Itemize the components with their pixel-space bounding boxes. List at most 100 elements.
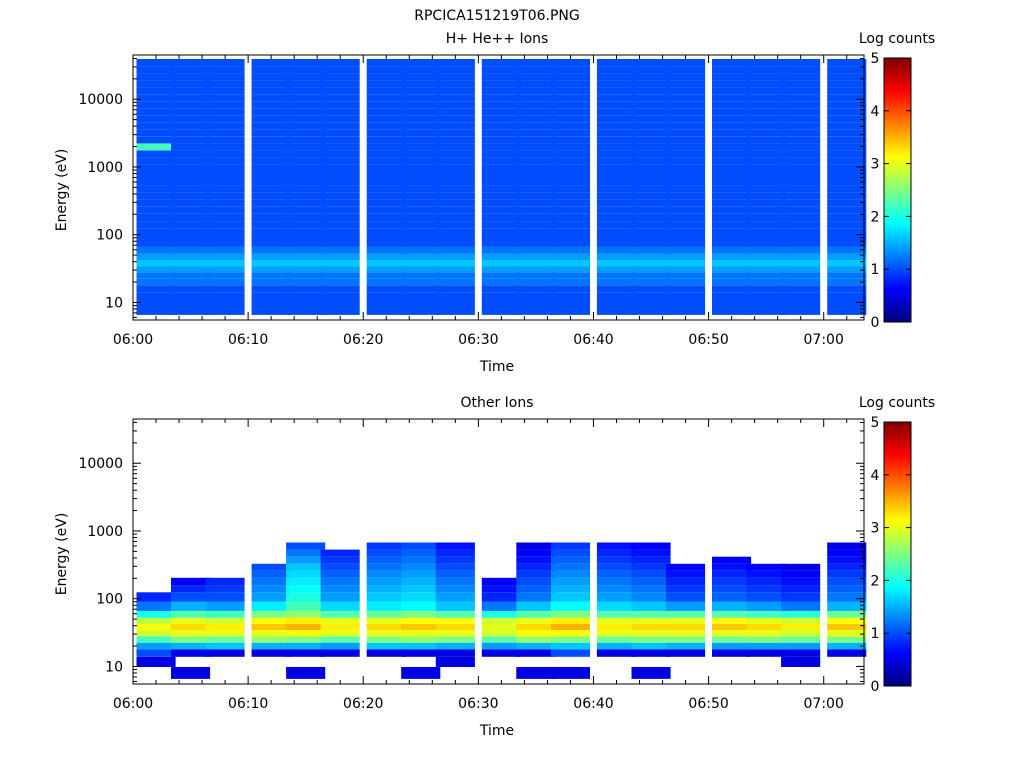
heatmap-cell bbox=[781, 73, 821, 81]
x-axis-label: Time bbox=[479, 723, 514, 739]
heatmap-cell bbox=[481, 246, 521, 254]
heatmap-cell bbox=[401, 178, 441, 186]
heatmap-cell bbox=[481, 642, 521, 650]
heatmap-cell bbox=[666, 66, 706, 74]
heatmap-cell bbox=[481, 136, 521, 144]
heatmap-cell bbox=[712, 192, 752, 200]
heatmap-cell bbox=[251, 164, 291, 172]
heatmap-cell bbox=[401, 601, 441, 611]
heatmap-cell bbox=[631, 237, 671, 247]
heatmap-cell bbox=[286, 266, 326, 273]
heatmap-cell bbox=[746, 59, 786, 66]
heatmap-cell bbox=[286, 592, 326, 602]
heatmap-cell bbox=[596, 266, 636, 273]
heatmap-cell bbox=[712, 101, 752, 109]
heatmap-cell bbox=[481, 221, 521, 229]
heatmap-cell bbox=[781, 94, 821, 102]
heatmap-cell bbox=[516, 246, 556, 254]
heatmap-cell bbox=[205, 199, 245, 207]
heatmap-cell bbox=[746, 563, 786, 571]
heatmap-cell bbox=[171, 80, 211, 88]
x-tick-label: 06:10 bbox=[228, 696, 268, 712]
heatmap-cell bbox=[435, 278, 475, 286]
heatmap-cell bbox=[401, 624, 441, 631]
heatmap-cell bbox=[516, 80, 556, 88]
heatmap-cell bbox=[136, 278, 176, 286]
heatmap-cell bbox=[286, 59, 326, 66]
heatmap-cell bbox=[781, 656, 821, 667]
heatmap-cell bbox=[596, 185, 636, 193]
heatmap-cell bbox=[435, 185, 475, 193]
heatmap-cell bbox=[746, 303, 786, 315]
heatmap-cell bbox=[596, 80, 636, 88]
heatmap-cell bbox=[712, 303, 752, 315]
heatmap-cell bbox=[746, 94, 786, 102]
heatmap-cell bbox=[746, 630, 786, 637]
heatmap-cell bbox=[631, 94, 671, 102]
heatmap-cell bbox=[746, 278, 786, 286]
heatmap-cell bbox=[251, 260, 291, 267]
heatmap-cell bbox=[712, 237, 752, 247]
heatmap-cell bbox=[631, 73, 671, 81]
heatmap-cell bbox=[550, 292, 590, 303]
heatmap-cell bbox=[631, 630, 671, 637]
heatmap-cell bbox=[136, 171, 176, 179]
heatmap-cell bbox=[136, 642, 176, 650]
heatmap-cell bbox=[366, 260, 406, 267]
heatmap-cell bbox=[136, 122, 176, 130]
heatmap-cell bbox=[401, 185, 441, 193]
heatmap-cell bbox=[666, 185, 706, 193]
heatmap-cell bbox=[366, 192, 406, 200]
heatmap-cell bbox=[435, 164, 475, 172]
colorbar bbox=[883, 57, 912, 323]
heatmap-cell bbox=[827, 577, 867, 586]
heatmap-cell bbox=[171, 164, 211, 172]
heatmap-cell bbox=[171, 292, 211, 303]
heatmap-cell bbox=[205, 108, 245, 116]
heatmap-cell bbox=[550, 129, 590, 137]
heatmap-cell bbox=[516, 87, 556, 95]
heatmap-cell bbox=[286, 303, 326, 315]
heatmap-cell bbox=[136, 87, 176, 95]
heatmap-cell bbox=[435, 246, 475, 254]
heatmap-cell bbox=[320, 108, 360, 116]
heatmap-cell bbox=[631, 228, 671, 238]
heatmap-cell bbox=[366, 143, 406, 151]
heatmap-cell bbox=[550, 592, 590, 602]
heatmap-cell bbox=[781, 87, 821, 95]
heatmap-cell bbox=[136, 136, 176, 144]
heatmap-cell bbox=[481, 592, 521, 602]
heatmap-cell bbox=[781, 592, 821, 602]
heatmap-cell bbox=[366, 246, 406, 254]
heatmap-cell bbox=[666, 601, 706, 611]
heatmap-cell bbox=[320, 577, 360, 586]
heatmap-cell bbox=[320, 624, 360, 631]
heatmap-cell bbox=[136, 66, 176, 74]
heatmap-cell bbox=[827, 80, 867, 88]
heatmap-cell bbox=[550, 108, 590, 116]
heatmap-cell bbox=[251, 87, 291, 95]
heatmap-cell bbox=[205, 278, 245, 286]
heatmap-cell bbox=[827, 585, 867, 593]
heatmap-cell bbox=[320, 610, 360, 618]
heatmap-cell bbox=[827, 246, 867, 254]
heatmap-cell bbox=[366, 563, 406, 571]
heatmap-cell bbox=[171, 206, 211, 214]
heatmap-cell bbox=[516, 617, 556, 624]
x-tick-label: 06:20 bbox=[343, 332, 383, 348]
heatmap-cell bbox=[171, 649, 211, 657]
heatmap-cell bbox=[712, 577, 752, 586]
heatmap-cell bbox=[746, 292, 786, 303]
heatmap-cell bbox=[666, 101, 706, 109]
heatmap-cell bbox=[781, 237, 821, 247]
heatmap-cell bbox=[286, 150, 326, 158]
heatmap-cell bbox=[401, 157, 441, 165]
heatmap-cell bbox=[171, 94, 211, 102]
heatmap-cell bbox=[286, 199, 326, 207]
heatmap-cell bbox=[136, 221, 176, 229]
heatmap-cell bbox=[435, 129, 475, 137]
heatmap-cell bbox=[366, 164, 406, 172]
heatmap-cell bbox=[171, 108, 211, 116]
heatmap-cell bbox=[596, 253, 636, 260]
heatmap-cell bbox=[516, 164, 556, 172]
